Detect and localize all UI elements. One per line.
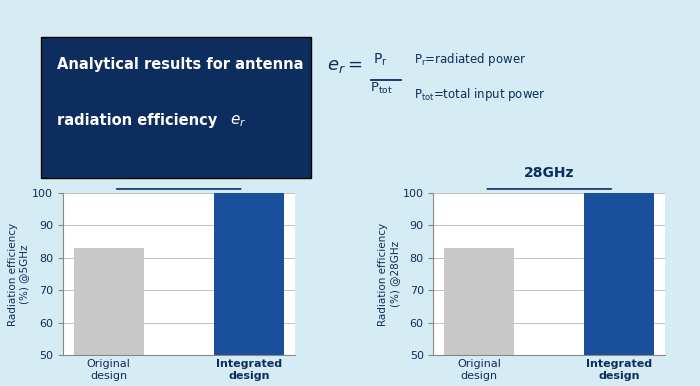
Y-axis label: Radiation efficiency
(%) @5GHz: Radiation efficiency (%) @5GHz (8, 222, 29, 326)
Text: radiation efficiency: radiation efficiency (57, 113, 223, 128)
Bar (584, 193, 654, 386)
Text: $\mathrm{P_r}$=radiated power: $\mathrm{P_r}$=radiated power (414, 51, 526, 68)
FancyBboxPatch shape (41, 37, 311, 178)
Bar (214, 193, 284, 386)
Text: Analytical results for antenna: Analytical results for antenna (57, 57, 304, 72)
Text: 28GHz: 28GHz (524, 166, 575, 180)
Text: 5GHz: 5GHz (158, 166, 199, 180)
Text: $\mathbf{\mathit{e}}_{\mathbf{\mathit{r}}}=$: $\mathbf{\mathit{e}}_{\mathbf{\mathit{r}… (327, 57, 363, 75)
Bar (444, 248, 514, 386)
Y-axis label: Radiation efficiency
(%) @28GHz: Radiation efficiency (%) @28GHz (379, 222, 400, 326)
Text: $\mathrm{P_{tot}}$: $\mathrm{P_{tot}}$ (370, 81, 393, 96)
Text: $\mathbf{\mathit{e}}_r$: $\mathbf{\mathit{e}}_r$ (230, 113, 246, 129)
Text: $\mathrm{P_r}$: $\mathrm{P_r}$ (373, 51, 388, 68)
Bar (74, 248, 144, 386)
Text: $\mathrm{P_{tot}}$=total input power: $\mathrm{P_{tot}}$=total input power (414, 86, 547, 103)
